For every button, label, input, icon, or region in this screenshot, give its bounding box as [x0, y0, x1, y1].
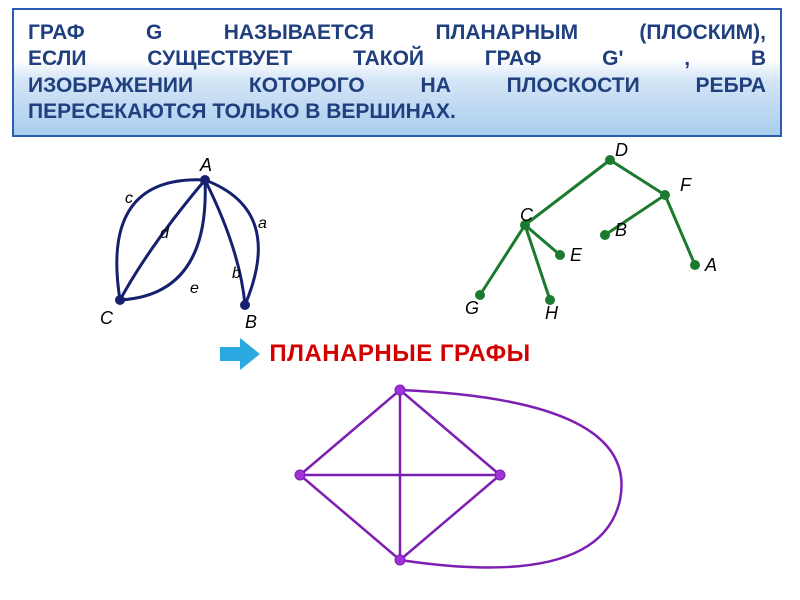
planar-node-T [395, 385, 405, 395]
planar-node-L [295, 470, 305, 480]
planar-node-R [495, 470, 505, 480]
planar-edge-2 [300, 475, 400, 560]
planar-edge-1 [400, 390, 500, 475]
bottom-graph [0, 0, 800, 600]
planar-edge-3 [400, 475, 500, 560]
planar-node-B [395, 555, 405, 565]
planar-edge-0 [300, 390, 400, 475]
